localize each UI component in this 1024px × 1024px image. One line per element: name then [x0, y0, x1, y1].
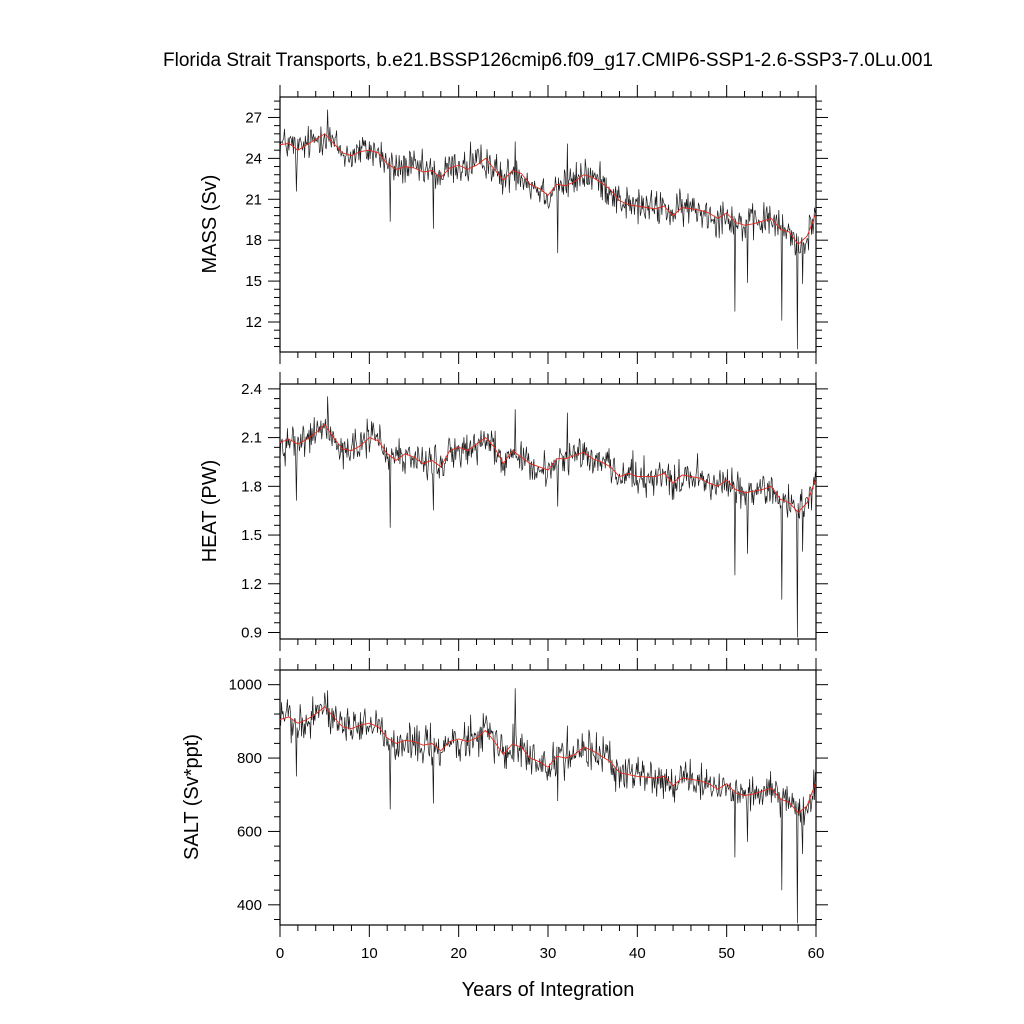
y-tick-label: 15: [245, 273, 262, 290]
x-tick-label: 50: [718, 945, 735, 962]
y-tick-label: 1.8: [241, 478, 262, 495]
annual-mean-line: [280, 706, 816, 814]
figure-title: Florida Strait Transports, b.e21.BSSP126…: [163, 50, 933, 71]
annual-mean-line: [280, 423, 816, 513]
x-tick-label: 0: [276, 945, 284, 962]
y-tick-label: 27: [245, 109, 262, 126]
y-tick-label: 12: [245, 314, 262, 331]
y-tick-label: 18: [245, 232, 262, 249]
heat-ylabel: HEAT (PW): [199, 460, 221, 563]
y-tick-label: 2.1: [241, 430, 262, 447]
x-axis-label: Years of Integration: [462, 979, 635, 1001]
x-tick-label: 30: [540, 945, 557, 962]
monthly-series-line: [280, 688, 816, 924]
monthly-series-line: [280, 109, 816, 350]
monthly-series-line: [280, 396, 816, 638]
y-tick-label: 800: [237, 750, 262, 767]
y-tick-label: 1.5: [241, 527, 262, 544]
mass-panel: MASS (Sv) 12 15 18 21 24 27: [199, 85, 828, 364]
y-tick-label: 21: [245, 191, 262, 208]
mass-ylabel: MASS (Sv): [199, 175, 221, 274]
y-tick-label: 400: [237, 897, 262, 914]
annual-mean-line: [280, 133, 816, 245]
x-tick-label: 10: [361, 945, 378, 962]
y-tick-label: 24: [245, 150, 262, 167]
y-tick-label: 1.2: [241, 576, 262, 593]
y-tick-label: 1000: [229, 677, 262, 694]
y-tick-label: 600: [237, 823, 262, 840]
salt-panel: SALT (Sv*ppt) 400 600 800 1000 0 10 20 30 40 50 60: [181, 658, 828, 962]
x-tick-label: 20: [450, 945, 467, 962]
x-tick-label: 60: [808, 945, 825, 962]
salt-ylabel: SALT (Sv*ppt): [181, 734, 203, 860]
y-tick-label: 0.9: [241, 625, 262, 642]
heat-panel: HEAT (PW) 0.9 1.2 1.5 1.8 2.1 2.4: [199, 372, 828, 651]
y-tick-label: 2.4: [241, 381, 262, 398]
x-tick-label: 40: [629, 945, 646, 962]
